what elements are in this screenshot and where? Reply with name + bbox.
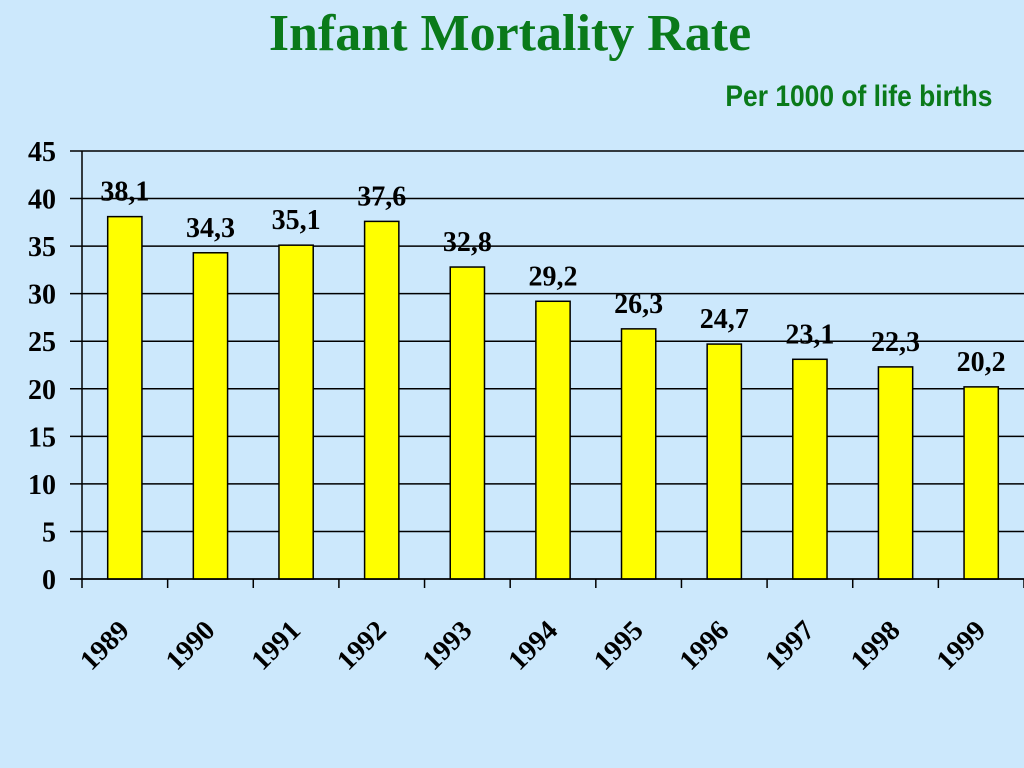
y-tick-label: 10 (28, 470, 56, 501)
y-tick-label: 30 (28, 280, 56, 311)
data-label: 38,1 (100, 177, 149, 208)
y-tick-labels: 0 5 10 15 20 25 30 35 40 45 (28, 137, 56, 596)
y-tick-label: 20 (28, 375, 56, 406)
y-tick-label: 5 (42, 517, 56, 548)
y-tick-label: 40 (28, 185, 56, 216)
y-tick-label: 25 (28, 327, 56, 358)
bar-1997 (792, 358, 828, 580)
bar-1999 (963, 386, 1000, 580)
x-tick-labels: 1989 1990 1991 1992 1993 1994 1995 1996 1997 1998… (74, 615, 992, 677)
x-tick-label: 1999 (931, 615, 993, 677)
chart-subtitle: Per 1000 of life births (724, 80, 992, 113)
data-label: 29,2 (529, 261, 578, 292)
x-tick-label: 1998 (845, 615, 907, 677)
x-tick-label: 1996 (674, 615, 736, 677)
x-tick-label: 1992 (331, 615, 393, 677)
data-label: 35,1 (272, 205, 321, 236)
data-label: 20,2 (957, 347, 1006, 378)
data-label: 23,1 (785, 319, 834, 350)
x-tick-label: 1994 (502, 615, 564, 677)
x-tick-label: 1993 (417, 615, 479, 677)
y-tick-label: 0 (42, 565, 56, 596)
data-label: 32,8 (443, 227, 492, 258)
axes (70, 151, 1024, 588)
bar-1994 (535, 300, 571, 580)
bar-1998 (877, 366, 914, 580)
y-tick-label: 15 (28, 422, 56, 453)
bar-1990 (192, 252, 229, 580)
data-label: 22,3 (871, 327, 920, 358)
bars (106, 215, 1000, 580)
bar-1992 (363, 220, 400, 580)
chart-title: Infant Mortality Rate (0, 4, 1024, 63)
x-tick-label: 1989 (74, 615, 136, 677)
bar-1989 (106, 215, 143, 580)
bar-1996 (706, 343, 743, 580)
data-label: 24,7 (700, 304, 749, 335)
data-labels: 38,1 34,3 35,1 37,6 32,8 29,2 26,3 24,7 23,1 22,3… (100, 177, 1005, 378)
bar-1995 (620, 328, 657, 580)
x-tick-label: 1991 (246, 615, 308, 677)
data-label: 34,3 (186, 213, 235, 244)
bar-1993 (449, 266, 486, 580)
x-tick-label: 1997 (759, 615, 821, 677)
x-tick-label: 1990 (160, 615, 222, 677)
data-label: 26,3 (614, 289, 663, 320)
y-tick-label: 35 (28, 232, 56, 263)
x-tick-label: 1995 (588, 615, 650, 677)
data-label: 37,6 (357, 181, 406, 212)
y-tick-label: 45 (28, 137, 56, 168)
bar-1991 (278, 244, 314, 580)
chart-title-text: Infant Mortality Rate (268, 5, 752, 62)
